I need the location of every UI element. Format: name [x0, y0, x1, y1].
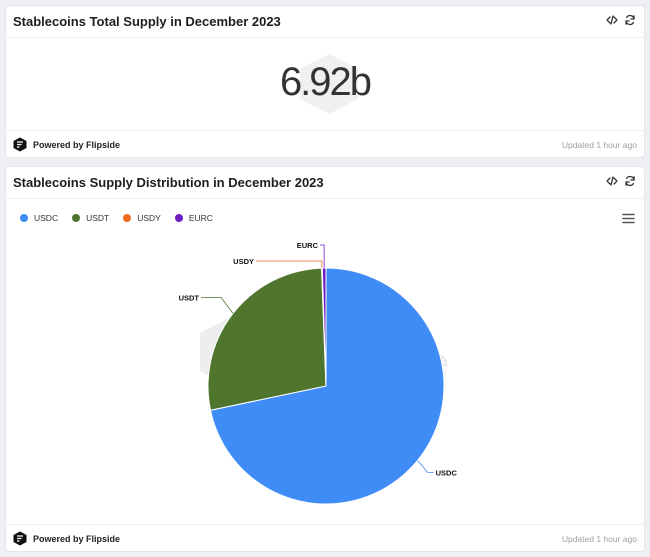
refresh-icon[interactable]	[624, 14, 636, 26]
legend-label: USDC	[34, 213, 59, 223]
card-title: Stablecoins Total Supply in December 202…	[13, 14, 281, 29]
pie-data-label-usdc: USDC	[436, 468, 458, 477]
powered-by[interactable]: Powered by Flipside	[13, 137, 120, 152]
pie-connector-usdy	[256, 260, 323, 269]
legend-item-eurc[interactable]: EURC	[174, 213, 213, 223]
header-actions	[606, 14, 636, 26]
total-supply-card: Stablecoins Total Supply in December 202…	[5, 5, 645, 158]
pie-slice-usdc[interactable]	[209, 267, 445, 505]
flipside-logo-icon	[13, 531, 27, 546]
legend-label: USDY	[137, 213, 161, 223]
legend-swatch	[72, 214, 81, 222]
powered-by[interactable]: Powered by Flipside	[13, 531, 120, 546]
code-icon[interactable]	[606, 175, 618, 187]
flipside-logo-icon	[13, 137, 27, 152]
legend-swatch	[20, 214, 28, 222]
header-actions	[606, 175, 636, 187]
card-header: Stablecoins Total Supply in December 202…	[6, 6, 644, 38]
hamburger-menu-icon[interactable]	[622, 213, 635, 224]
code-icon[interactable]	[606, 14, 618, 26]
refresh-icon[interactable]	[624, 175, 636, 187]
pie-connector-eurc	[320, 244, 325, 269]
card-title: Stablecoins Supply Distribution in Decem…	[13, 175, 324, 190]
card-footer: Powered by Flipside Updated 1 hour ago	[6, 130, 644, 157]
legend-label: USDT	[86, 213, 110, 223]
pie-connector-usdt	[200, 296, 234, 314]
legend-swatch	[123, 214, 132, 222]
big-number-area: 6.92b	[6, 38, 644, 131]
powered-by-label: Powered by Flipside	[33, 533, 121, 544]
total-supply-value: 6.92b	[279, 60, 372, 104]
flipside-watermark-icon	[300, 54, 358, 114]
card-footer: Powered by Flipside Updated 1 hour ago	[6, 524, 644, 551]
card-header: Stablecoins Supply Distribution in Decem…	[6, 167, 644, 199]
updated-timestamp: Updated 1 hour ago	[561, 534, 637, 544]
powered-by-label: Powered by Flipside	[33, 139, 121, 150]
pie-slice-usdt[interactable]	[207, 267, 327, 411]
pie-data-label-eurc: EURC	[297, 241, 319, 250]
updated-timestamp: Updated 1 hour ago	[561, 140, 637, 150]
legend-item-usdc[interactable]: USDC	[20, 213, 58, 223]
pie-data-label-usdt: USDT	[179, 293, 200, 302]
pie-connector-usdc	[417, 460, 434, 473]
chart-legend: USDC USDT USDY EURC	[20, 213, 213, 223]
pie-data-label-usdy: USDY	[233, 257, 254, 266]
legend-item-usdt[interactable]: USDT	[72, 213, 109, 223]
legend-item-usdy[interactable]: USDY	[123, 213, 161, 223]
legend-label: EURC	[188, 213, 213, 223]
legend-swatch	[174, 214, 183, 222]
